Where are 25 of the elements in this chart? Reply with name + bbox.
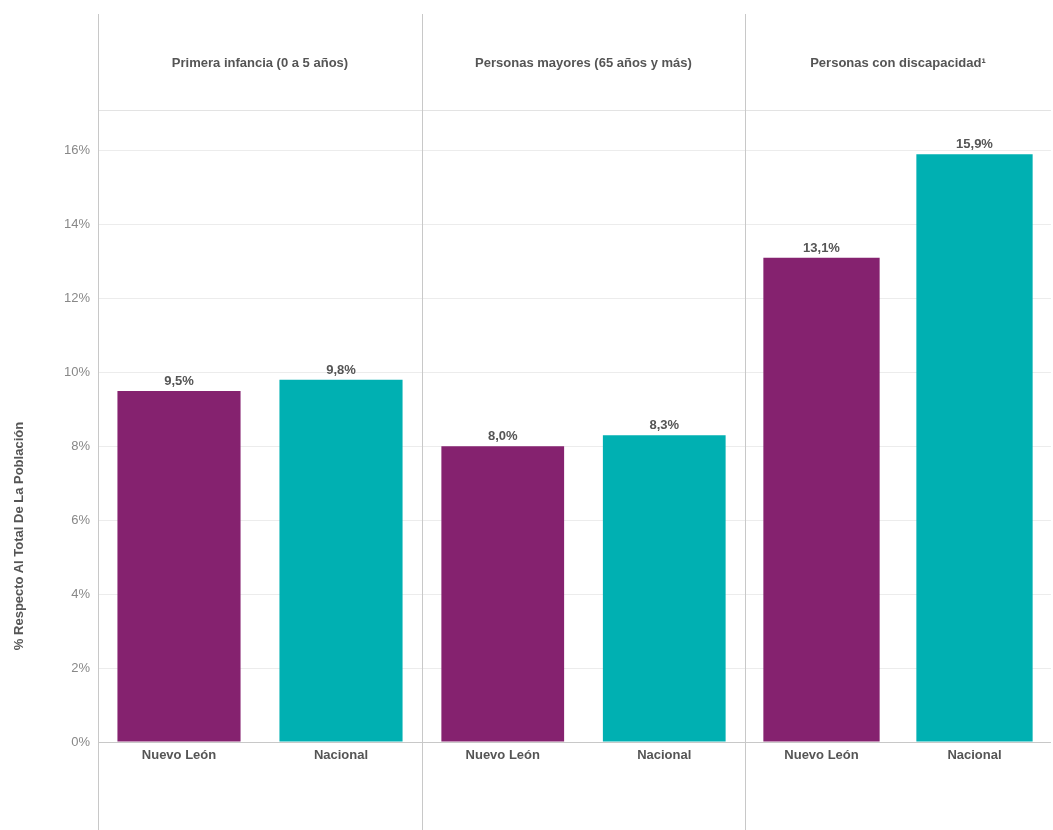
x-tick-label: Nacional	[313, 747, 369, 763]
y-tick-label: 10%	[63, 363, 91, 379]
chart-title: Personas con discapacidad¹	[745, 14, 1051, 111]
x-tick-label: Nuevo León	[465, 747, 540, 763]
y-axis-title: % Respecto Al Total De La Población	[10, 421, 26, 651]
y-tick-label: 12%	[63, 290, 91, 306]
y-tick-label: 0%	[71, 733, 91, 749]
y-tick-label: 16%	[63, 142, 91, 158]
x-tick-label: Nuevo León	[784, 747, 859, 763]
y-tick-label: 4%	[71, 585, 91, 601]
x-tick-label: Nacional	[637, 747, 692, 763]
chart-title: Personas mayores (65 años y más)	[422, 14, 745, 111]
data-label: 15,9%	[956, 136, 994, 152]
y-tick-label: 8%	[71, 437, 91, 453]
y-tick-label: 6%	[71, 511, 91, 527]
data-label: 9,5%	[164, 372, 195, 388]
data-label: 9,8%	[326, 361, 357, 377]
chart-title: Primera infancia (0 a 5 años)	[98, 14, 422, 111]
data-label: 13,1%	[803, 239, 841, 255]
x-tick-label: Nuevo León	[141, 747, 217, 763]
data-label: 8,3%	[649, 417, 680, 433]
x-tick-label: Nacional	[947, 747, 1002, 763]
y-tick-label: 14%	[63, 216, 91, 232]
data-label: 8,0%	[487, 428, 518, 444]
y-tick-label: 2%	[71, 659, 91, 675]
